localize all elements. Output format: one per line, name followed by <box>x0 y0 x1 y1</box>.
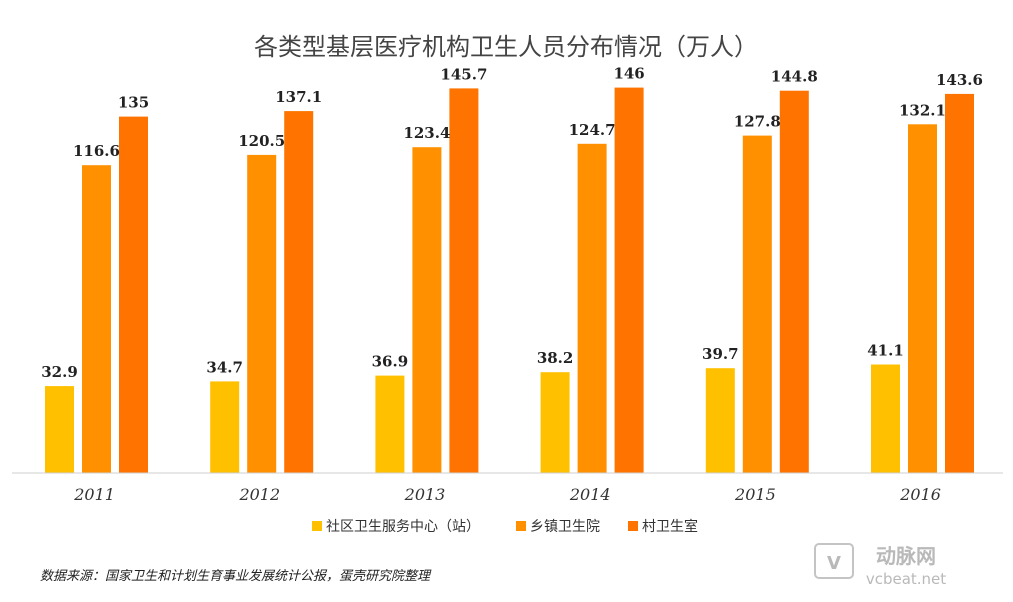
bars-layer <box>45 87 974 474</box>
bar <box>577 143 607 474</box>
bar <box>284 111 314 473</box>
watermark: V 动脉网 vcbeat.net <box>814 543 946 588</box>
bar <box>871 364 900 473</box>
x-tick-label: 2014 <box>569 485 611 504</box>
data-label: 145.7 <box>440 65 487 83</box>
bar <box>45 386 74 473</box>
data-label: 127.8 <box>734 113 781 131</box>
data-label: 34.7 <box>206 358 243 376</box>
legend-label: 社区卫生服务中心（站） <box>326 519 480 535</box>
legend-swatch <box>312 521 322 531</box>
watermark-logo-icon <box>814 543 854 579</box>
bar <box>614 87 644 473</box>
bar <box>705 368 735 473</box>
bar <box>779 90 809 473</box>
bar <box>375 375 405 473</box>
data-label: 132.1 <box>899 101 946 119</box>
data-label: 124.7 <box>569 121 616 139</box>
legend-label: 乡镇卫生院 <box>530 519 600 535</box>
data-label: 39.7 <box>702 345 739 363</box>
bar <box>449 88 479 474</box>
data-label: 143.6 <box>936 71 983 89</box>
bar <box>119 116 148 473</box>
data-label: 41.1 <box>867 342 904 360</box>
x-tick-label: 2011 <box>73 485 115 504</box>
bar <box>908 124 937 474</box>
chart-title: 各类型基层医疗机构卫生人员分布情况（万人） <box>254 33 758 61</box>
watermark-site: vcbeat.net <box>866 570 946 588</box>
x-tick-label: 2015 <box>734 485 776 504</box>
bar <box>742 135 772 473</box>
data-label: 135 <box>118 94 149 112</box>
data-label: 38.2 <box>537 349 574 367</box>
data-label: 120.5 <box>238 132 285 150</box>
source-note: 数据来源：国家卫生和计划生育事业发展统计公报，蛋壳研究院整理 <box>40 568 432 584</box>
bar <box>210 381 240 473</box>
bar <box>945 93 974 474</box>
bar <box>540 372 570 473</box>
data-label: 116.6 <box>73 142 120 160</box>
value-labels-layer: 32.9 116.6 135 34.7 120.5 137.1 36.9 123.4 145.7… <box>41 65 983 382</box>
data-label: 32.9 <box>41 363 78 381</box>
watermark-brand: 动脉网 <box>876 544 936 568</box>
x-tick-label: 2013 <box>404 485 446 504</box>
legend: 社区卫生服务中心（站） 乡镇卫生院 村卫生室 <box>312 518 698 535</box>
bar <box>82 165 111 473</box>
data-label: 137.1 <box>275 88 322 106</box>
x-tick-labels: 2011 2012 2013 2014 2015 2016 <box>73 485 941 504</box>
data-label: 123.4 <box>403 124 450 142</box>
legend-label: 村卫生室 <box>642 518 698 535</box>
data-label: 146 <box>613 65 644 83</box>
data-label: 144.8 <box>771 68 818 86</box>
x-tick-label: 2016 <box>899 485 941 504</box>
bar <box>412 147 442 473</box>
watermark-logo-glyph: V <box>827 553 841 574</box>
bar <box>247 154 277 473</box>
legend-swatch <box>516 521 526 531</box>
data-label: 36.9 <box>372 353 409 371</box>
x-tick-label: 2012 <box>238 485 280 504</box>
legend-swatch <box>628 521 638 531</box>
